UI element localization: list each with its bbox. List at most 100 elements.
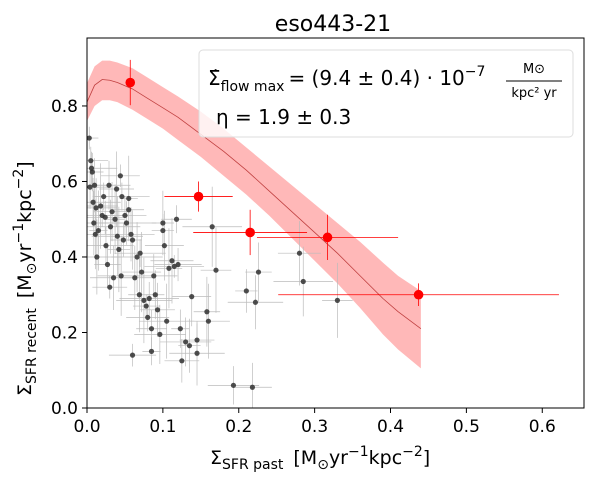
pixel-point	[143, 303, 149, 309]
y-tick-label: 0.4	[51, 248, 78, 268]
axes-frame	[86, 37, 585, 409]
y-tick-label: 0.8	[51, 97, 78, 117]
pixel-point	[166, 265, 172, 271]
pixel-point	[129, 237, 136, 243]
y-axis-label-units: [M	[14, 274, 36, 298]
pixel-point	[113, 186, 120, 192]
pixel-point	[106, 182, 112, 188]
pixel-point	[148, 326, 155, 332]
annotation-background	[198, 49, 574, 138]
pixel-point	[107, 224, 114, 230]
y-axis-label-symbol: Σ	[14, 384, 36, 396]
annotation-line2: η = 1.9 ± 0.3	[216, 105, 351, 129]
pixel-point	[86, 135, 92, 141]
pixel-point	[205, 318, 212, 324]
pixel-point	[189, 294, 195, 300]
pixel-point	[119, 193, 125, 200]
pixel-point	[209, 224, 215, 230]
pixel-point	[161, 243, 167, 249]
y-axis-label-units-exp1: −1	[11, 223, 27, 244]
pixel-point	[110, 275, 117, 281]
pixel-point	[141, 297, 147, 303]
pixel-point	[179, 358, 185, 364]
pixel-point	[160, 227, 166, 234]
x-axis-label-units-sub: ⊙	[317, 457, 329, 473]
x-axis-ticks: 0.0 0.1 0.2 0.3 0.4 0.5 0.6	[73, 408, 556, 437]
x-axis-label-units-exp2: −2	[402, 444, 423, 460]
binned-point	[125, 77, 136, 88]
binned-points	[125, 77, 424, 300]
pixel-point	[98, 203, 104, 209]
y-tick-label: 0.0	[51, 399, 78, 419]
pixel-point	[145, 314, 151, 320]
pixel-point	[92, 231, 98, 237]
pixel-point	[129, 352, 136, 358]
model-uncertainty-band	[87, 60, 421, 369]
pixel-point	[160, 220, 166, 226]
y-axis-ticks: 0.0 0.2 0.4 0.6 0.8	[51, 97, 87, 419]
pixel-point	[213, 267, 219, 273]
x-axis-label-units-kpc: kpc	[369, 447, 403, 469]
pixel-point	[173, 216, 180, 222]
annotation-equation: = (9.4 ± 0.4) · 10	[288, 66, 464, 90]
x-axis-label-units-exp1: −1	[348, 444, 369, 460]
x-tick-label: 0.1	[149, 417, 176, 437]
pixel-point	[90, 199, 96, 205]
pixel-point	[157, 331, 163, 337]
x-axis-label: ΣSFR past [M⊙yr−1kpc−2]	[210, 444, 430, 473]
y-axis-label-units-yr: yr	[14, 243, 36, 262]
y-tick-label: 0.6	[51, 172, 78, 192]
binned-point	[322, 232, 333, 243]
pixel-point	[126, 195, 132, 202]
x-tick-label: 0.2	[225, 417, 252, 437]
pixel-point	[152, 292, 158, 298]
pixel-point	[112, 216, 118, 222]
x-tick-label: 0.0	[73, 417, 100, 437]
pixel-point	[123, 220, 130, 226]
pixel-point	[122, 212, 128, 219]
annotation-subscript: flow max	[221, 79, 285, 95]
plot-area	[86, 59, 559, 408]
x-tick-label: 0.3	[301, 417, 328, 437]
pixel-point	[116, 246, 122, 253]
annotation-box: Σ̇flow max = (9.4 ± 0.4) · 10−7 M⊙ kpc² y…	[198, 49, 574, 138]
pixel-point	[132, 275, 138, 281]
pixel-point	[154, 307, 161, 313]
x-tick-label: 0.5	[453, 417, 480, 437]
pixel-point	[334, 297, 340, 303]
y-axis-label: ΣSFR recent [M⊙yr−1kpc−2]	[11, 161, 40, 396]
pixel-point	[194, 350, 200, 356]
pixel-point	[243, 288, 249, 294]
pixel-point	[101, 193, 107, 200]
pixel-point	[194, 337, 200, 343]
pixel-point	[164, 318, 170, 324]
pixel-point	[148, 348, 155, 354]
pixel-point	[93, 205, 99, 211]
x-axis-label-units: [M	[293, 447, 317, 469]
x-axis-label-units-yr: yr	[329, 447, 348, 469]
annotation-frac-den: kpc² yr	[511, 86, 557, 101]
pixel-point	[249, 384, 256, 390]
binned-point	[413, 289, 424, 300]
x-axis-label-sub: SFR past	[222, 457, 284, 473]
y-axis-label-units-sub: ⊙	[24, 263, 40, 275]
y-axis-label-units-end: ]	[14, 161, 36, 168]
pixel-point	[186, 343, 193, 349]
pixel-point	[103, 243, 109, 249]
chart-title: eso443-21	[275, 12, 391, 37]
pixel-point	[128, 231, 134, 237]
pixel-points	[86, 135, 340, 390]
pixel-point	[204, 309, 210, 315]
pixel-point	[126, 207, 132, 213]
pixel-point	[300, 278, 306, 285]
pixel-point	[183, 339, 189, 345]
pixel-point	[109, 209, 115, 215]
annotation-sigma-dot: Σ̇	[208, 66, 221, 90]
pixel-point	[118, 273, 124, 279]
pixel-point	[107, 284, 113, 290]
model-line	[86, 79, 422, 330]
pixel-point	[175, 261, 181, 268]
y-tick-label: 0.2	[51, 323, 78, 343]
pixel-point	[91, 220, 97, 226]
